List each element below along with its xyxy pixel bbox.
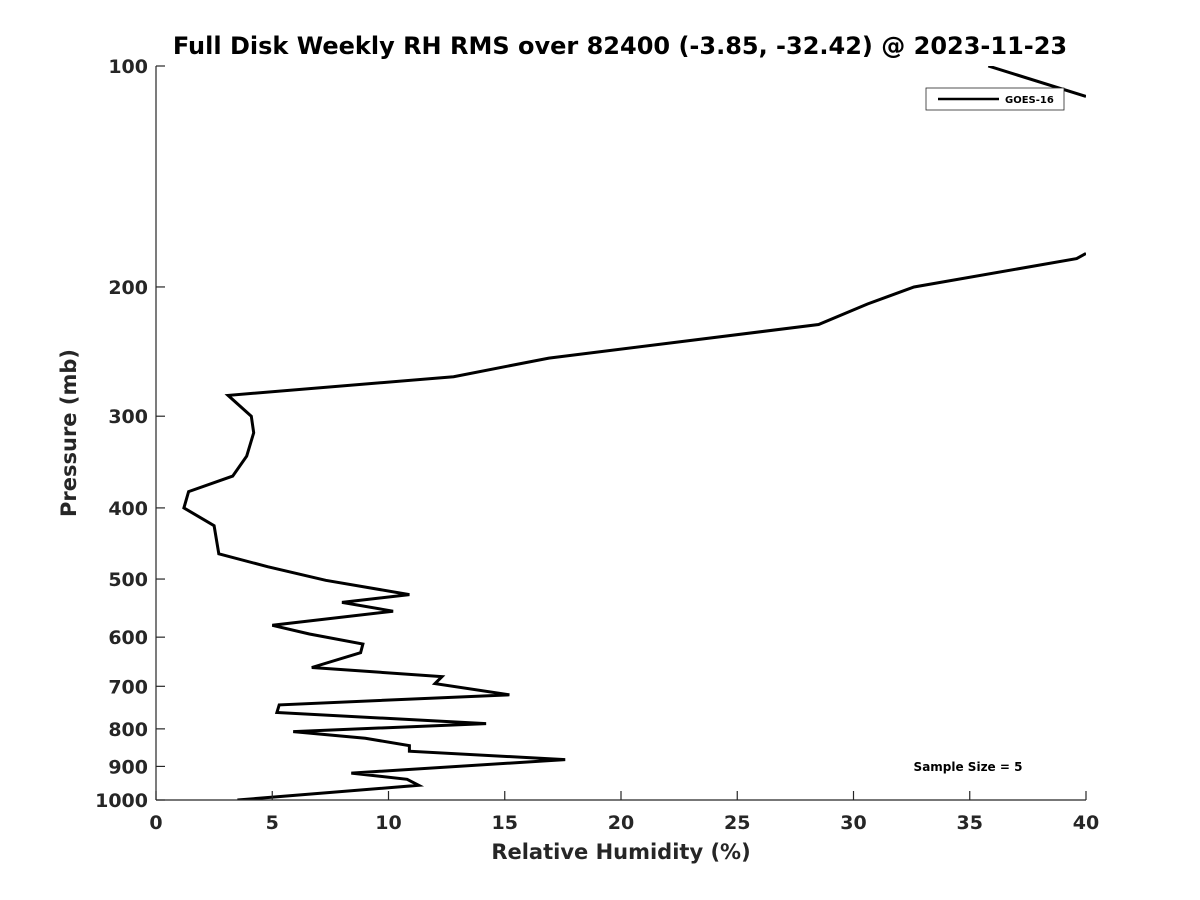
y-tick-label: 700 [108, 676, 148, 698]
y-tick-label: 200 [108, 277, 148, 299]
x-tick-label: 0 [149, 812, 162, 834]
x-axis-label: Relative Humidity (%) [491, 840, 750, 864]
x-tick-label: 15 [492, 812, 518, 834]
y-axis-ticks: 100 200 300 400 500 600 700 800 900 1000 [95, 56, 165, 812]
y-tick-label: 800 [108, 719, 148, 741]
x-axis-ticks: 0 5 10 15 20 25 30 35 40 [149, 791, 1099, 834]
y-tick-label: 1000 [95, 790, 148, 812]
y-tick-label: 400 [108, 498, 148, 520]
series-layer [182, 66, 1086, 800]
x-tick-label: 40 [1073, 812, 1099, 834]
x-tick-label: 20 [608, 812, 634, 834]
y-tick-label: 500 [108, 569, 148, 591]
series-line-goes-16-segment-1 [987, 66, 1086, 98]
x-tick-label: 35 [957, 812, 983, 834]
chart-title: Full Disk Weekly RH RMS over 82400 (-3.8… [173, 32, 1067, 60]
legend: GOES-16 [925, 87, 1065, 111]
x-tick-label: 5 [266, 812, 279, 834]
series-line-goes-16-segment-2 [182, 252, 1086, 800]
y-tick-label: 100 [108, 56, 148, 78]
x-tick-label: 30 [840, 812, 866, 834]
legend-entry-goes-16: GOES-16 [1005, 95, 1054, 106]
y-tick-label: 600 [108, 627, 148, 649]
y-tick-label: 900 [108, 756, 148, 778]
x-tick-label: 25 [724, 812, 750, 834]
sample-size-annotation: Sample Size = 5 [914, 760, 1023, 774]
x-tick-label: 10 [375, 812, 401, 834]
y-axis-label: Pressure (mb) [57, 349, 81, 517]
y-tick-label: 300 [108, 406, 148, 428]
